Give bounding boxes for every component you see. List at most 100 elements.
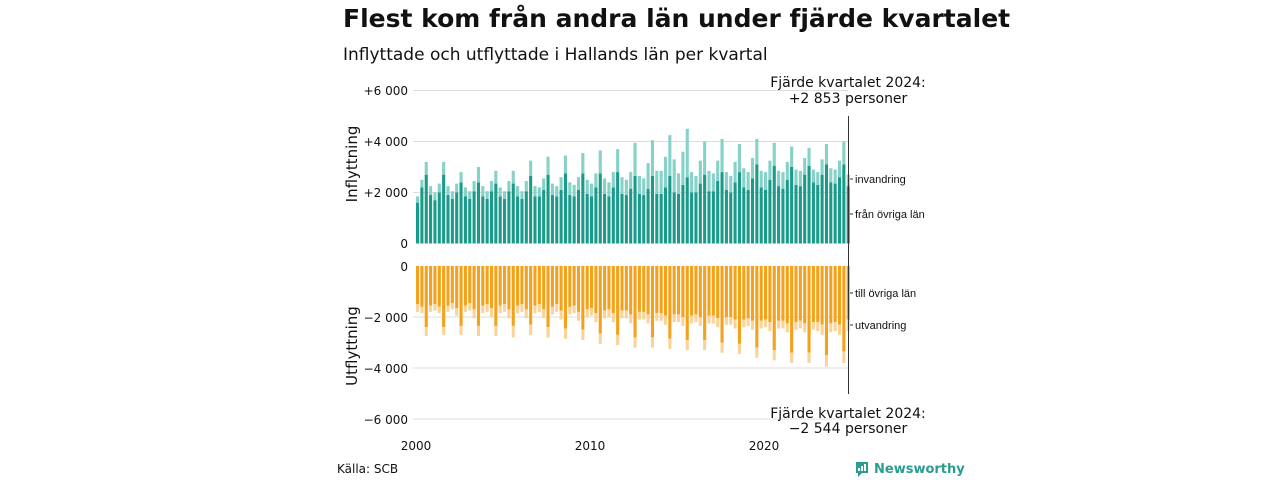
bar-inflow-domestic	[768, 179, 772, 244]
bar-inflow-immigration	[729, 175, 733, 193]
bar-inflow-immigration	[546, 156, 550, 175]
bar-inflow-immigration	[581, 152, 585, 174]
bar-inflow-immigration	[772, 142, 776, 166]
bar-inflow-domestic	[650, 175, 654, 244]
bar-inflow-domestic	[563, 173, 567, 244]
bar-outflow-emigration	[729, 317, 733, 325]
y-tick-out-0: 0	[400, 260, 408, 274]
chart-subtitle: Inflyttade och utflyttade i Hallands län…	[343, 45, 768, 65]
bar-outflow-emigration	[685, 339, 689, 351]
bar-inflow-domestic	[737, 172, 741, 244]
bar-inflow-domestic	[585, 193, 589, 244]
bar-outflow-domestic	[598, 266, 602, 334]
bar-inflow-domestic	[503, 198, 507, 244]
bar-inflow-immigration	[624, 179, 628, 196]
bar-inflow-domestic	[742, 187, 746, 244]
bar-inflow-domestic	[690, 192, 694, 244]
bar-inflow-immigration	[798, 170, 802, 187]
bar-inflow-domestic	[672, 192, 676, 244]
bar-outflow-emigration	[772, 350, 776, 361]
bar-outflow-domestic	[794, 266, 798, 323]
bar-inflow-domestic	[764, 189, 768, 244]
bar-inflow-immigration	[603, 178, 607, 194]
bar-outflow-emigration	[424, 327, 428, 337]
bar-outflow-emigration	[777, 320, 781, 329]
bar-outflow-domestic	[824, 266, 828, 356]
bar-outflow-emigration	[650, 337, 654, 348]
bar-outflow-emigration	[681, 317, 685, 326]
bar-inflow-immigration	[698, 160, 702, 184]
annotation-top-line2: +2 853 personer	[789, 91, 908, 107]
bar-outflow-emigration	[520, 304, 524, 312]
bar-outflow-domestic	[572, 266, 576, 306]
bar-outflow-domestic	[816, 266, 820, 323]
bar-inflow-immigration	[646, 163, 650, 189]
annotation-bottom-line2: −2 544 personer	[789, 421, 908, 437]
bar-inflow-domestic	[677, 193, 681, 244]
bar-inflow-domestic	[511, 183, 515, 244]
bar-inflow-immigration	[677, 173, 681, 194]
bar-inflow-immigration	[668, 135, 672, 176]
bar-outflow-emigration	[472, 309, 476, 319]
bar-outflow-domestic	[590, 266, 594, 309]
bar-outflow-domestic	[594, 266, 598, 314]
bar-inflow-immigration	[724, 172, 728, 190]
bar-outflow-emigration	[659, 313, 663, 321]
bar-inflow-domestic	[446, 195, 450, 244]
bar-outflow-emigration	[755, 347, 759, 358]
bar-outflow-emigration	[759, 320, 763, 329]
bar-outflow-emigration	[555, 304, 559, 312]
bar-outflow-domestic	[772, 266, 776, 351]
bar-outflow-emigration	[807, 352, 811, 363]
bar-inflow-domestic	[598, 173, 602, 244]
bar-inflow-domestic	[703, 174, 707, 244]
bar-outflow-emigration	[703, 339, 707, 351]
brand-logo[interactable]: Newsworthy	[855, 461, 965, 478]
bar-inflow-immigration	[485, 191, 489, 199]
bar-inflow-immigration	[794, 169, 798, 185]
bar-inflow-domestic	[663, 187, 668, 244]
bar-outflow-domestic	[476, 266, 480, 326]
bar-inflow-domestic	[516, 196, 520, 244]
x-tick-2010: 2010	[575, 439, 606, 453]
bar-inflow-immigration	[681, 151, 685, 185]
y-axis-title-inflow: Inflyttning	[343, 126, 361, 203]
bar-inflow-immigration	[737, 144, 741, 173]
bar-inflow-immigration	[768, 160, 772, 180]
bar-inflow-immigration	[733, 161, 737, 183]
bar-inflow-immigration	[742, 168, 746, 188]
bar-inflow-domestic	[581, 173, 585, 244]
bar-outflow-domestic	[650, 266, 654, 338]
bar-outflow-domestic	[511, 266, 515, 326]
bar-inflow-immigration	[550, 183, 554, 196]
bar-outflow-emigration	[433, 304, 437, 311]
bar-outflow-emigration	[820, 324, 824, 335]
bar-inflow-immigration	[472, 181, 476, 192]
bar-outflow-domestic	[707, 266, 711, 316]
bar-outflow-emigration	[576, 311, 581, 321]
bar-outflow-domestic	[568, 266, 572, 307]
bar-inflow-domestic	[833, 183, 837, 244]
bar-outflow-domestic	[685, 266, 689, 340]
bar-inflow-immigration	[455, 183, 459, 193]
bar-outflow-emigration	[690, 315, 694, 324]
chart-svg: +6 000 +4 000 +2 000 0 0 −2 000 −4 000 −…	[343, 75, 926, 453]
bar-inflow-domestic	[646, 188, 650, 244]
bar-outflow-domestic	[703, 266, 707, 340]
bar-outflow-emigration	[642, 311, 646, 320]
bar-outflow-domestic	[820, 266, 824, 325]
bar-outflow-emigration	[594, 313, 598, 323]
bar-outflow-emigration	[677, 314, 681, 323]
bar-inflow-domestic	[550, 195, 554, 244]
bar-inflow-domestic	[476, 182, 480, 244]
bar-inflow-immigration	[777, 170, 781, 187]
bar-inflow-immigration	[450, 191, 454, 199]
bar-inflow-immigration	[816, 172, 820, 185]
bar-outflow-emigration	[489, 308, 494, 317]
bar-inflow-domestic	[746, 189, 750, 244]
bar-inflow-domestic	[555, 196, 559, 244]
bar-outflow-domestic	[416, 266, 420, 305]
chart-title: Flest kom från andra län under fjärde kv…	[343, 4, 1011, 33]
bar-inflow-immigration	[533, 186, 537, 197]
bar-outflow-emigration	[533, 305, 537, 314]
